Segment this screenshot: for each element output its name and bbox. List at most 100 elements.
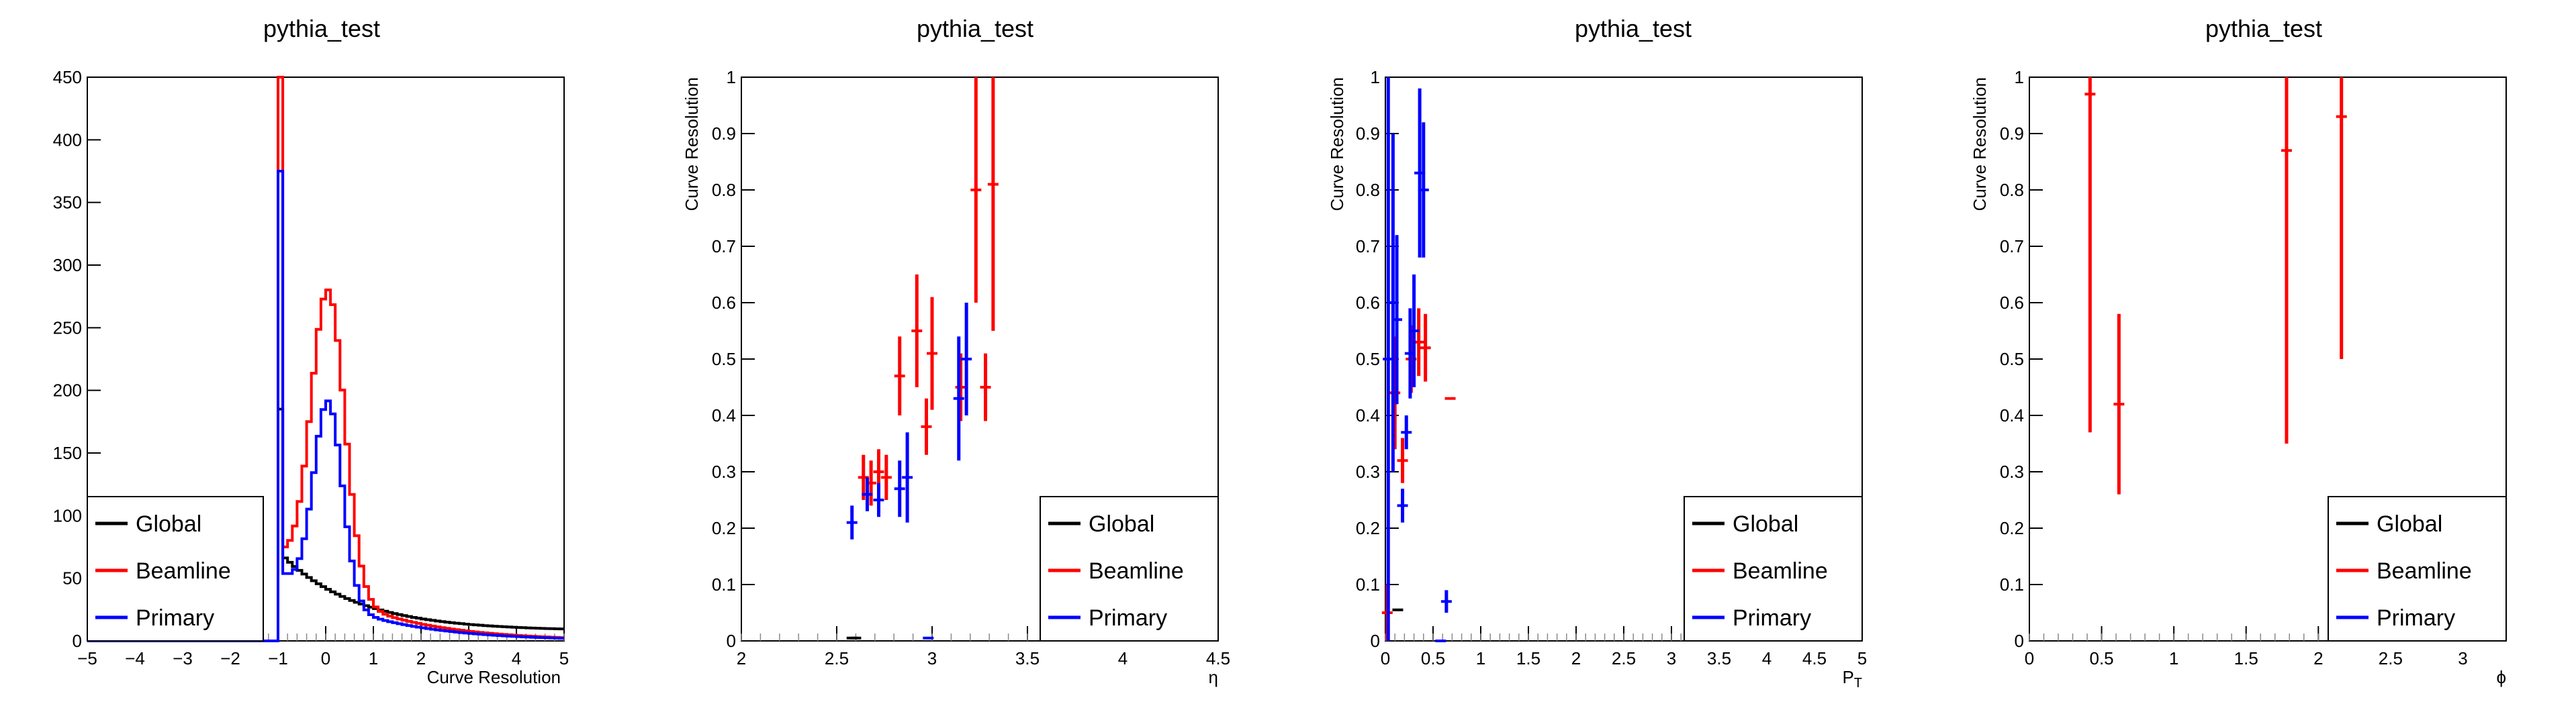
y-tick-label: 0.1 [2000,574,2024,595]
y-tick-label: 250 [53,317,82,338]
x-tick-label: 3 [1667,648,1676,668]
x-tick-label: 0.5 [1421,648,1445,668]
x-tick-label: 5 [559,648,569,668]
y-tick-label: 0.9 [2000,123,2024,144]
x-tick-label: 1 [369,648,378,668]
y-tick-label: 0.7 [2000,236,2024,256]
chart-2-title: pythia_test [917,15,1033,42]
x-tick-label: 2.5 [1612,648,1636,668]
x-tick-label: 4.5 [1206,648,1230,668]
x-tick-label: 0 [2025,648,2034,668]
x-tick-label: 2 [737,648,746,668]
y-tick-label: 0.4 [712,405,736,425]
chart-2-xlabel: η [1209,667,1218,687]
legend-label-beamline: Beamline [1733,558,1828,584]
x-tick-label: 5 [1857,648,1867,668]
y-tick-label: 0.2 [1356,518,1380,538]
chart-2-plot: 0 0.1 0.2 0.3 0.4 0.5 0.6 0.7 0.8 0.9 1 2 2.5 3 3.5 4 4.… [712,67,1230,668]
chart-panel-2: pythia_test η Curve Resolution 0 0.1 0.2 0.… [644,0,1288,706]
y-tick-label: 0.8 [2000,180,2024,200]
legend-label-beamline: Beamline [136,558,231,584]
y-tick-label: 0.3 [1356,462,1380,482]
y-tick-label: 100 [53,505,82,525]
x-tick-label: 2 [2313,648,2323,668]
legend-label-primary: Primary [2377,605,2455,631]
x-tick-label: −1 [268,648,288,668]
y-tick-label: 0.1 [712,574,736,595]
x-tick-label: 4.5 [1802,648,1827,668]
x-tick-label: 4 [512,648,521,668]
y-tick-label: 0.1 [1356,574,1380,595]
x-tick-label: −2 [220,648,240,668]
chart-2-ylabel: Curve Resolution [682,77,702,211]
chart-3-svg: pythia_test PT Curve Resolution 00.10.20… [1327,15,1867,691]
x-tick-label: −5 [77,648,97,668]
x-tick-label: 0.5 [2089,648,2113,668]
y-tick-label: 0 [1371,631,1380,651]
y-tick-label: 150 [53,443,82,463]
chart-3-title: pythia_test [1575,15,1692,42]
y-tick-label: 0.6 [1356,293,1380,313]
chart-2-svg: pythia_test η Curve Resolution 0 0.1 0.2 0.… [682,15,1230,687]
x-tick-label: 3 [927,648,937,668]
y-tick-label: 0.8 [712,180,736,200]
y-tick-label: 400 [53,130,82,150]
x-tick-label: 3.5 [1015,648,1040,668]
y-tick-label: 0.4 [2000,405,2024,425]
y-tick-label: 0.3 [712,462,736,482]
x-tick-label: 4 [1762,648,1772,668]
y-tick-label: 200 [53,381,82,401]
y-tick-label: 0.2 [712,518,736,538]
x-tick-label: 2 [416,648,426,668]
y-tick-label: 0.7 [712,236,736,256]
y-tick-label: 0.9 [712,123,736,144]
chart-1-xlabel: Curve Resolution [427,667,561,687]
y-tick-label: 1 [727,67,736,87]
chart-4-xlabel: ϕ [2496,667,2506,687]
legend-label-global: Global [136,511,201,537]
legend-label-primary: Primary [136,605,214,631]
y-tick-label: 0.8 [1356,180,1380,200]
y-tick-label: 1 [2015,67,2024,87]
chart-1-title: pythia_test [263,15,380,42]
legend-label-global: Global [1733,511,1798,537]
y-tick-label: 0 [2015,631,2024,651]
x-tick-label: −3 [173,648,193,668]
legend-label-primary: Primary [1733,605,1811,631]
x-tick-label: 4 [1118,648,1128,668]
x-tick-label: 1.5 [1516,648,1540,668]
y-tick-label: 1 [1371,67,1380,87]
legend-label-global: Global [2377,511,2442,537]
chart-panel-3: pythia_test PT Curve Resolution 0 0.1 0.2 0… [1288,0,1932,706]
legend-label-primary: Primary [1089,605,1167,631]
x-tick-label: 2.5 [2379,648,2403,668]
y-tick-label: 0.6 [712,293,736,313]
chart-1-svg: pythia_test Curve Resolution 0 50 100 150 20… [53,15,569,687]
y-tick-label: 0 [727,631,736,651]
x-tick-label: 3 [2458,648,2467,668]
y-tick-label: 0.2 [2000,518,2024,538]
y-tick-label: 0.5 [712,349,736,369]
legend-label-beamline: Beamline [1089,558,1184,584]
y-tick-label: 450 [53,67,82,87]
y-tick-label: 0.5 [1356,349,1380,369]
chart-4-svg: pythia_test ϕ Curve Resolution 0 0.1 0.2 0.… [1970,15,2507,687]
chart-4-ylabel: Curve Resolution [1970,77,1990,211]
y-tick-label: 0.4 [1356,405,1380,425]
chart-panel-4: pythia_test ϕ Curve Resolution 0 0.1 0.2 0.… [1932,0,2576,706]
x-tick-label: 2 [1571,648,1581,668]
y-tick-label: 350 [53,193,82,213]
x-tick-label: −4 [125,648,145,668]
chart-3-plot: 0 0.1 0.2 0.3 0.4 0.5 0.6 0.7 0.8 0.9 1 0 0.5 1 1.5 2 2.… [1356,67,1867,668]
x-tick-label: 0 [1381,648,1390,668]
y-tick-label: 0.9 [1356,123,1380,144]
x-tick-label: 3.5 [1707,648,1731,668]
x-tick-label: 0 [321,648,330,668]
chart-4-title: pythia_test [2205,15,2322,42]
y-tick-label: 300 [53,255,82,275]
y-tick-label: 0.3 [2000,462,2024,482]
chart-4-plot: 0 0.1 0.2 0.3 0.4 0.5 0.6 0.7 0.8 0.9 1 0 0.5 1 1.5 2 2.… [2000,67,2507,668]
y-tick-label: 50 [62,568,82,589]
chart-3-ylabel: Curve Resolution [1327,77,1347,211]
legend-label-beamline: Beamline [2377,558,2472,584]
